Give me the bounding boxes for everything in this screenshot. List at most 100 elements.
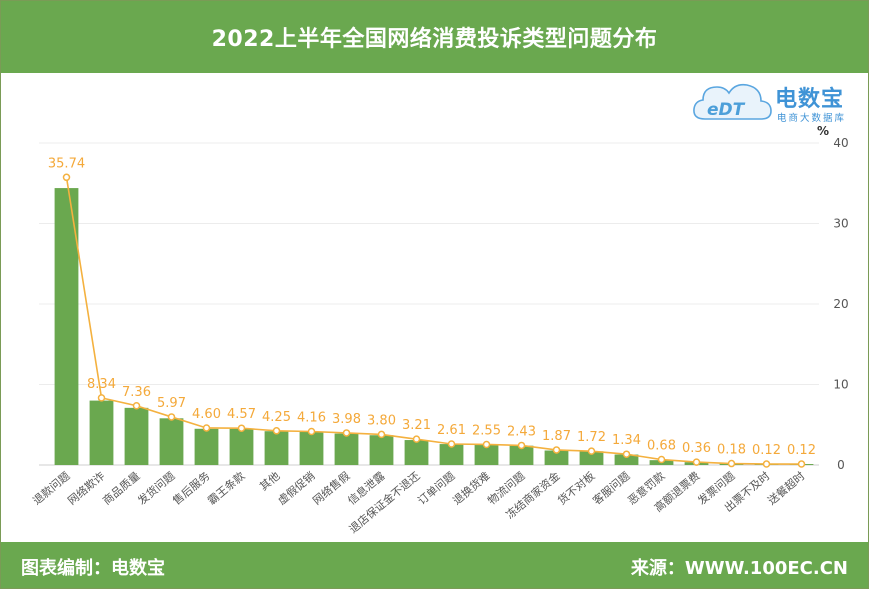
line-point [482,440,491,449]
x-tick-label: 网络售假 [310,469,353,508]
bar [439,444,464,465]
bar [474,444,499,465]
line-point [552,446,561,454]
value-label: 0.18 [717,443,746,458]
bar [124,407,149,465]
value-labels: 35.74 8.34 7.36 5.97 4.60 4.57 4.25 4.16 3.98 3.8… [48,156,816,458]
value-label: 35.74 [48,156,85,171]
line-point [797,460,806,468]
x-tick-label: 客服问题 [590,469,633,508]
y-tick-label: 40 [833,136,848,150]
value-label: 3.80 [367,413,396,428]
value-label: 0.68 [647,439,676,454]
value-label: 3.98 [332,412,361,427]
line-point [447,440,456,448]
line-point [97,394,106,402]
line-point [587,447,596,455]
value-label: 1.72 [577,430,606,445]
line-point [132,402,141,410]
bar [299,431,324,465]
bar [229,428,254,465]
line-point [272,427,281,435]
bar [159,418,184,465]
line-point [517,441,526,450]
line-point [167,413,176,421]
bar [264,431,289,465]
x-tick-label: 订单问题 [415,469,457,507]
y-tick-label: 0 [837,458,845,472]
value-label: 3.21 [402,418,431,433]
footer-credit: 图表编制：电数宝 [21,558,165,579]
value-label: 1.34 [612,433,641,448]
line-point [692,458,701,466]
bars [54,188,814,465]
footer-source: 来源：WWW.100EC.CN [630,558,848,579]
bar [544,450,569,465]
logo-subtitle: 电商大数据库 [777,113,847,124]
x-tick-label: 网络欺诈 [65,469,108,508]
x-tick-label: 退换货难 [450,469,493,508]
line-point [202,424,211,432]
line-point [377,430,386,439]
footer-bar: 图表编制：电数宝 来源：WWW.100EC.CN [1,542,868,588]
edt-logo: eDT 电数宝 电商大数据库 [691,79,863,125]
bar [404,440,429,465]
x-tick-label: 退款问题 [30,469,73,508]
page-title: 2022上半年全国网络消费投诉类型问题分布 [211,27,658,52]
value-label: 7.36 [122,385,151,400]
bar [579,451,604,465]
line-point [237,424,246,432]
x-tick-label: 商品质量 [100,469,143,508]
y-tick-label: 10 [833,378,848,392]
value-label: 2.61 [437,423,466,438]
points [62,173,806,468]
value-label: 0.12 [787,443,816,458]
x-tick-label: 售后服务 [170,469,213,508]
value-label: 5.97 [157,396,186,411]
line-point [62,173,71,182]
cloud-logo-icon: eDT [693,83,772,120]
value-label: 4.25 [262,410,291,425]
value-label: 0.36 [682,441,711,456]
value-label: 2.43 [507,424,536,439]
bar [509,445,534,465]
bar [89,400,114,465]
line-point [762,460,771,468]
bar [54,188,79,465]
line-point [342,429,351,437]
value-label: 4.57 [227,407,256,422]
x-tick-label: 货不对板 [555,469,598,508]
bar [194,428,219,465]
y-tick-label: 30 [833,217,848,231]
line-point [727,459,736,468]
x-tick-label: 虚假促销 [275,469,318,508]
value-label: 4.16 [297,411,326,426]
value-label: 2.55 [472,423,501,438]
gridlines [39,142,819,466]
x-tick-label: 霸王条款 [205,469,248,508]
x-tick-label: 送餐超时 [765,469,808,508]
value-label: 8.34 [87,377,116,392]
logo-brand: 电数宝 [775,87,845,112]
line-point [307,427,316,436]
bar-line-chart: 35.74 8.34 7.36 5.97 4.60 4.57 4.25 4.16 3.98 3.8… [30,125,849,536]
value-label: 4.60 [192,407,221,422]
line-point [657,455,666,464]
bar [614,454,639,465]
y-tick-labels: 0 10 20 30 40 [833,136,848,472]
x-tick-label: 发货问题 [135,469,178,508]
logo-mark-text: eDT [707,100,746,120]
header-banner: 2022上半年全国网络消费投诉类型问题分布 [1,1,868,73]
trend-line [65,177,802,465]
y-tick-label: 20 [833,297,848,311]
value-label: 0.12 [752,443,781,458]
bar [369,435,394,465]
line-point [412,435,421,443]
value-label: 1.87 [542,429,571,444]
y-unit-label: % [817,125,829,138]
bar [334,433,359,465]
x-tick-label: 其他 [257,469,282,493]
line-point [622,450,631,458]
